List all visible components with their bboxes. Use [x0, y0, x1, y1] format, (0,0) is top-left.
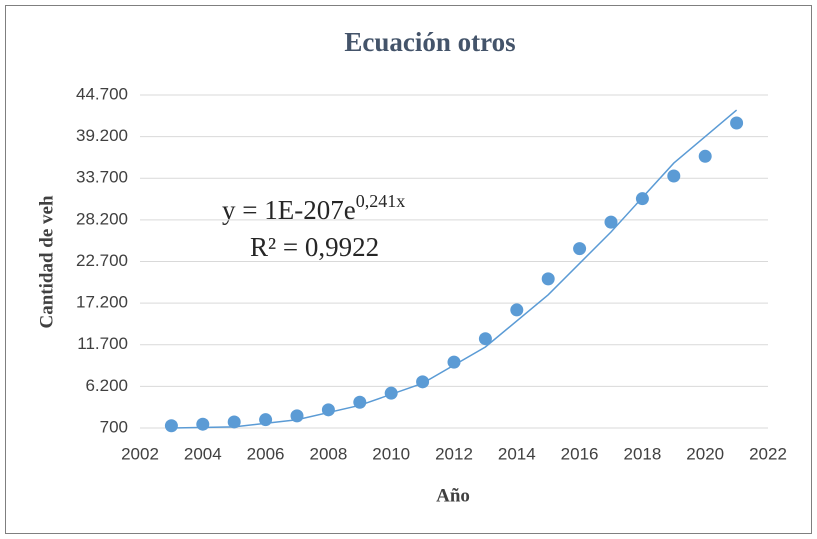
y-tick-label: 700: [100, 417, 128, 436]
x-tick-label: 2022: [749, 444, 787, 463]
x-tick-label: 2016: [561, 444, 599, 463]
y-tick-label: 17.200: [76, 293, 128, 312]
y-tick-label: 6.200: [85, 376, 128, 395]
data-point: [698, 149, 712, 163]
equation-exponent: 0,241x: [356, 191, 406, 211]
chart-title: Ecuación otros: [344, 27, 515, 57]
data-point: [541, 272, 555, 286]
y-tick-label: 11.700: [77, 334, 128, 353]
x-tick-label: 2006: [247, 444, 285, 463]
y-tick-label: 44.700: [76, 84, 128, 103]
data-point: [290, 409, 304, 423]
data-point: [164, 419, 178, 433]
data-point: [667, 169, 681, 183]
equation: y = 1E-207e: [222, 195, 356, 225]
data-point: [635, 192, 649, 206]
data-point: [604, 215, 618, 229]
data-point: [447, 355, 461, 369]
y-axis-title: Cantidad de veh: [36, 195, 57, 328]
y-tick-label: 39.200: [76, 126, 128, 145]
x-tick-label: 2020: [686, 444, 724, 463]
y-tick-label: 33.700: [76, 168, 128, 187]
data-point: [259, 413, 273, 427]
data-point: [416, 375, 430, 389]
data-point: [353, 395, 367, 409]
data-point: [478, 332, 492, 346]
y-tick-label: 28.200: [76, 209, 128, 228]
x-tick-label: 2012: [435, 444, 473, 463]
data-point: [384, 386, 398, 400]
data-point: [227, 415, 241, 429]
x-tick-label: 2004: [184, 444, 222, 463]
data-point: [196, 417, 210, 431]
chart-border: [5, 5, 812, 534]
x-axis-title: Año: [436, 485, 470, 506]
x-tick-label: 2014: [498, 444, 536, 463]
data-point: [510, 303, 524, 317]
y-tick-label: 22.700: [76, 251, 128, 270]
data-point: [321, 403, 335, 417]
x-tick-label: 2002: [121, 444, 159, 463]
x-tick-label: 2010: [372, 444, 410, 463]
data-point: [730, 116, 744, 130]
data-point: [573, 242, 587, 256]
x-tick-label: 2008: [309, 444, 347, 463]
r-squared: R² = 0,9922: [250, 232, 379, 262]
x-tick-label: 2018: [623, 444, 661, 463]
